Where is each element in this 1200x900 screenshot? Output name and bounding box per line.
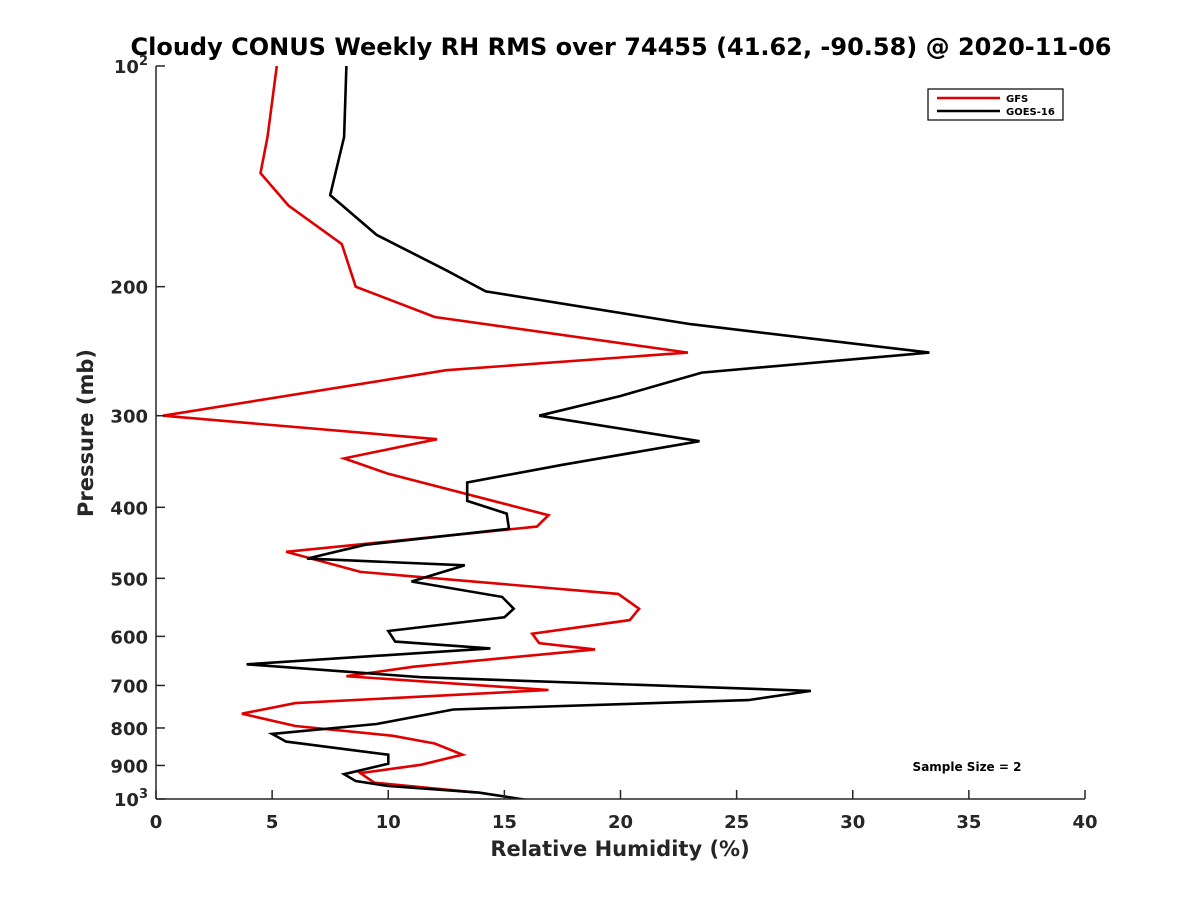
series-line-goes-16 — [246, 66, 930, 799]
series-layer — [162, 66, 930, 799]
x-tick-label: 10 — [376, 812, 401, 833]
y-tick-base: 900 — [110, 756, 148, 777]
y-tick-label: 700 — [110, 676, 148, 697]
y-tick-label: 500 — [110, 569, 148, 590]
legend-label: GOES-16 — [1006, 107, 1055, 118]
x-tick-label: 20 — [608, 812, 633, 833]
x-tick-label: 5 — [266, 812, 279, 833]
y-tick-base: 800 — [110, 719, 148, 740]
y-tick-base: 300 — [110, 407, 148, 428]
chart-title: Cloudy CONUS Weekly RH RMS over 74455 (4… — [131, 33, 1112, 61]
y-tick-label: 400 — [110, 498, 148, 519]
x-tick-label: 40 — [1072, 812, 1097, 833]
x-tick-label: 30 — [840, 812, 865, 833]
plot-area — [156, 66, 1085, 799]
x-tick-label: 25 — [724, 812, 749, 833]
y-tick-base: 400 — [110, 498, 148, 519]
y-tick-base: 10 — [114, 57, 139, 78]
x-axis-ticks: 0 5 10 15 20 25 30 35 40 — [150, 790, 1098, 833]
x-tick-label: 35 — [956, 812, 981, 833]
sample-size-annotation: Sample Size = 2 — [913, 760, 1022, 774]
y-axis-label: Pressure (mb) — [74, 349, 98, 517]
legend: GFS GOES-16 — [927, 88, 1064, 121]
x-axis-label: Relative Humidity (%) — [490, 837, 749, 861]
y-tick-label: 300 — [110, 407, 148, 428]
y-tick-label: 800 — [110, 719, 148, 740]
y-tick-base: 10 — [114, 790, 139, 811]
y-tick-label: 103 — [114, 787, 148, 811]
x-tick-label: 0 — [150, 812, 163, 833]
y-tick-label: 102 — [114, 54, 148, 78]
y-tick-base: 500 — [110, 569, 148, 590]
x-tick-label: 15 — [492, 812, 517, 833]
y-tick-exponent: 2 — [139, 54, 148, 69]
y-tick-label: 200 — [110, 278, 148, 299]
series-line-gfs — [162, 66, 689, 794]
y-tick-exponent: 3 — [139, 787, 148, 802]
legend-label: GFS — [1006, 94, 1028, 105]
legend-box — [927, 88, 1064, 121]
y-tick-base: 200 — [110, 278, 148, 299]
y-tick-base: 600 — [110, 627, 148, 648]
y-tick-label: 600 — [110, 627, 148, 648]
y-tick-label: 900 — [110, 756, 148, 777]
y-tick-base: 700 — [110, 676, 148, 697]
